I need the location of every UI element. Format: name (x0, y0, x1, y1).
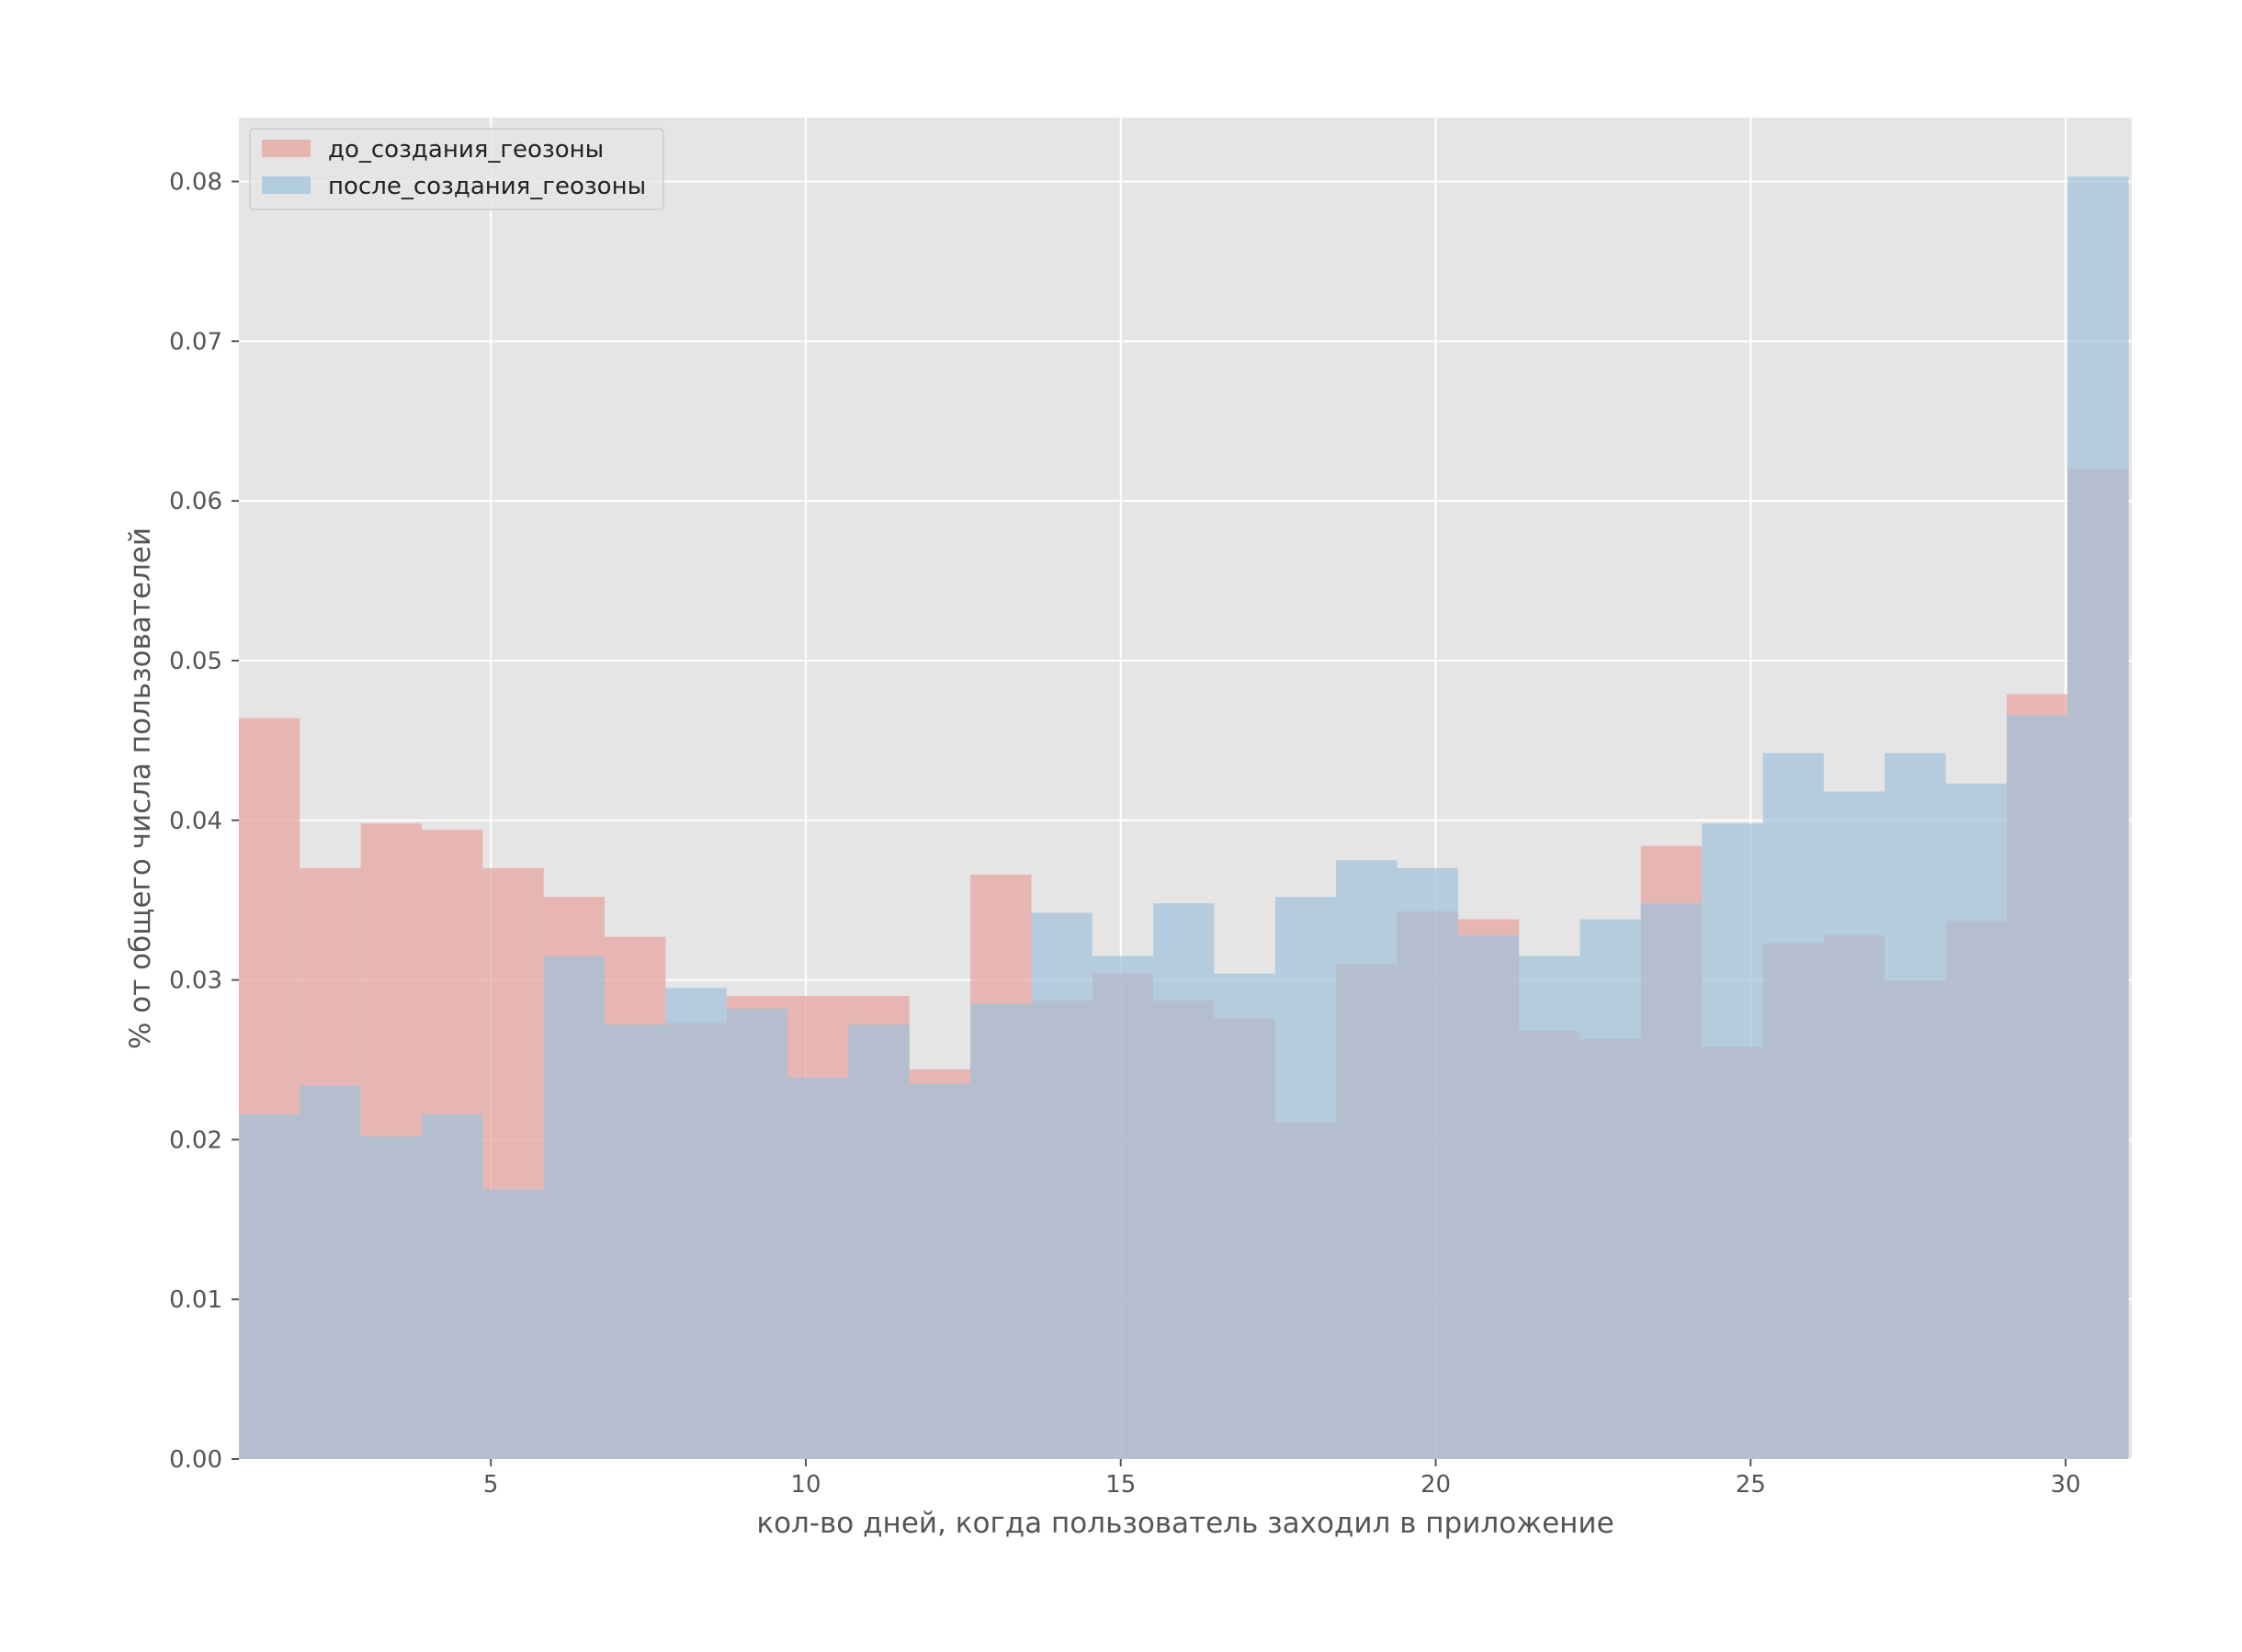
histogram-bar (1274, 897, 1337, 1459)
legend-box (249, 128, 664, 210)
histogram-bar (1214, 973, 1275, 1459)
histogram-bar (1397, 867, 1458, 1459)
histogram-bar (726, 1008, 788, 1459)
histogram-bar (1823, 791, 1885, 1459)
histogram-bar (1885, 752, 1946, 1459)
x-tick-label: 30 (2050, 1471, 2080, 1499)
y-tick-label: 0.08 (169, 169, 222, 197)
histogram-bar (1580, 919, 1641, 1459)
legend-swatch-before (262, 140, 311, 157)
x-axis-ticks: 5 10 15 20 25 30 (483, 1459, 2081, 1499)
series-after-bars (239, 176, 2129, 1459)
legend-label-before: до_создания_геозоны (328, 136, 604, 164)
histogram-bar (239, 1114, 300, 1459)
y-tick-label: 0.01 (169, 1286, 222, 1314)
histogram-bar (787, 1077, 849, 1459)
x-tick-label: 20 (1421, 1471, 1451, 1499)
histogram-bar (1457, 934, 1520, 1459)
histogram-bar (360, 1136, 423, 1459)
y-axis-label: % от общего числа пользователей (124, 527, 157, 1049)
y-axis-ticks: 0.00 0.01 0.02 0.03 0.04 0.05 0.06 0.07 0.08 (169, 169, 239, 1474)
y-tick-label: 0.06 (169, 488, 222, 515)
histogram-bar (1031, 912, 1093, 1459)
histogram-bar (422, 1114, 483, 1459)
histogram-bar (1336, 860, 1398, 1459)
y-tick-label: 0.04 (169, 808, 222, 835)
x-tick-label: 5 (483, 1471, 499, 1499)
x-axis-label: кол-во дней, когда пользователь заходил … (756, 1507, 1614, 1540)
legend-label-after: после_создания_геозоны (328, 173, 646, 200)
y-tick-label: 0.07 (169, 328, 222, 356)
y-tick-label: 0.02 (169, 1126, 222, 1154)
histogram-bar (2006, 715, 2068, 1459)
histogram-bar (665, 988, 727, 1459)
histogram-bar (1153, 903, 1215, 1459)
histogram-bar (848, 1024, 910, 1459)
histogram-bar (1640, 903, 1703, 1459)
histogram-bar (1092, 956, 1154, 1459)
x-tick-label: 15 (1105, 1471, 1136, 1499)
histogram-bar (543, 956, 606, 1459)
histogram-bar (970, 1003, 1032, 1459)
histogram-bar (1945, 783, 2007, 1459)
legend: до_создания_геозоны после_создания_геозо… (249, 128, 664, 210)
histogram-bar (300, 1085, 361, 1459)
x-tick-label: 25 (1736, 1471, 1766, 1499)
histogram-bar (482, 1189, 544, 1459)
y-tick-label: 0.03 (169, 967, 222, 995)
legend-swatch-after (262, 176, 311, 194)
y-tick-label: 0.00 (169, 1446, 222, 1474)
histogram-bar (605, 1024, 666, 1459)
histogram-bar (1762, 752, 1824, 1459)
x-tick-label: 10 (790, 1471, 821, 1499)
histogram-bar (1702, 823, 1763, 1459)
histogram-bar (2067, 176, 2129, 1459)
y-tick-label: 0.05 (169, 648, 222, 675)
histogram-bar (1519, 956, 1580, 1459)
histogram-bar (909, 1083, 971, 1459)
